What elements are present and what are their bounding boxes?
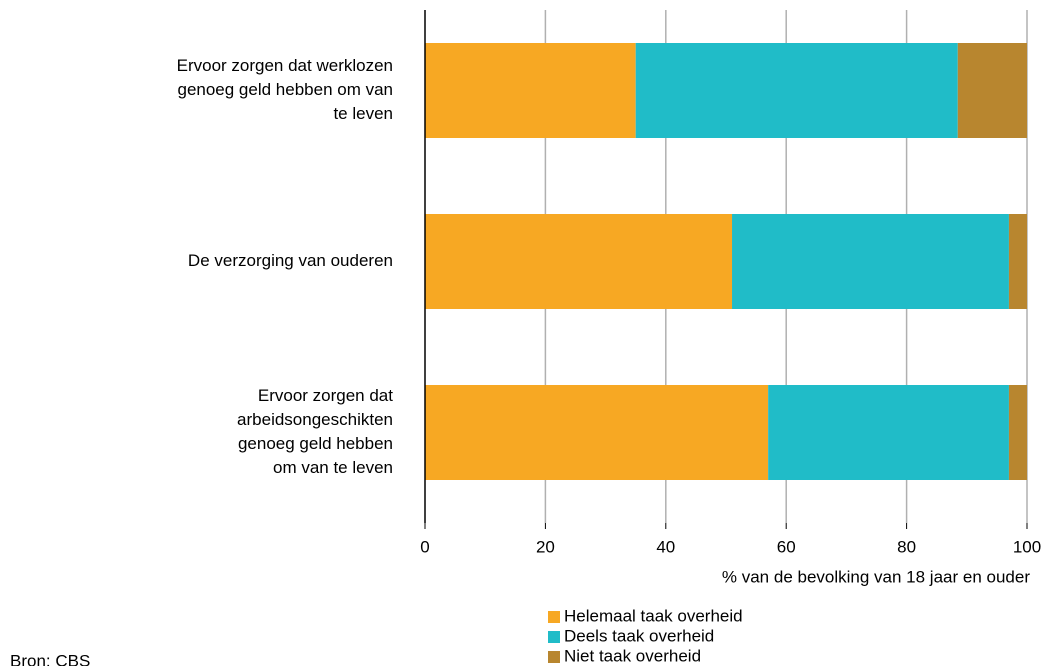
bar-segment xyxy=(1008,214,1027,309)
legend-swatch xyxy=(548,651,560,663)
source: Bron: CBS xyxy=(10,651,90,666)
legend-label: Helemaal taak overheid xyxy=(564,606,743,625)
x-tick-label: 80 xyxy=(897,537,916,556)
bar-segment xyxy=(1008,385,1027,480)
x-axis-label: % van de bevolking van 18 jaar en ouder xyxy=(722,567,1030,586)
x-tick-label: 60 xyxy=(777,537,796,556)
y-tick-label: genoeg geld hebben xyxy=(238,434,393,453)
y-tick-label: arbeidsongeschikten xyxy=(237,410,393,429)
bar-segment xyxy=(635,43,958,138)
legend-label: Niet taak overheid xyxy=(564,646,701,665)
y-tick-label: Ervoor zorgen dat werklozen xyxy=(177,56,393,75)
legend-swatch xyxy=(548,611,560,623)
bar-segment xyxy=(425,43,636,138)
bar-segment xyxy=(957,43,1027,138)
y-tick-label: te leven xyxy=(333,104,393,123)
x-tick-label: 40 xyxy=(656,537,675,556)
y-tick-label: Ervoor zorgen dat xyxy=(258,386,393,405)
legend-swatch xyxy=(548,631,560,643)
bar-segment xyxy=(732,214,1009,309)
y-tick-label: om van te leven xyxy=(273,458,393,477)
x-tick-label: 100 xyxy=(1013,537,1041,556)
legend-label: Deels taak overheid xyxy=(564,626,714,645)
y-tick-label: De verzorging van ouderen xyxy=(188,251,393,270)
x-tick-label: 0 xyxy=(420,537,429,556)
bar-segment xyxy=(768,385,1009,480)
y-tick-label: genoeg geld hebben om van xyxy=(177,80,393,99)
bar-segment xyxy=(425,385,769,480)
bar-segment xyxy=(425,214,733,309)
x-tick-label: 20 xyxy=(536,537,555,556)
